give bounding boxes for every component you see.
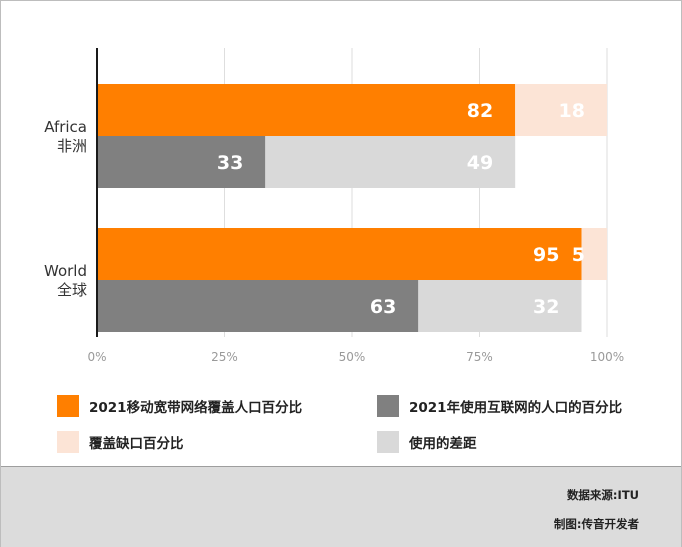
legend-item-internet-use: 2021年使用互联网的人口的百分比 — [377, 395, 622, 417]
bar-africa-1-0 — [97, 136, 266, 188]
data-label: 63 — [370, 296, 396, 318]
x-tick-label: 75% — [466, 350, 493, 364]
x-tick-label: 100% — [590, 350, 624, 364]
legend-swatch-internet-use — [377, 395, 399, 417]
bar-africa-1-1 — [265, 136, 516, 188]
legend-label-usage-gap: 使用的差距 — [409, 436, 477, 452]
bar-africa-0-1 — [515, 84, 607, 136]
data-label: 82 — [467, 100, 493, 122]
legend-swatch-coverage-gap — [57, 431, 79, 453]
category-label-africa-zh: 非洲 — [57, 137, 87, 155]
bar-world-0-1 — [581, 228, 607, 280]
bar-world-1-0 — [97, 280, 419, 332]
legend-item-coverage-gap: 覆盖缺口百分比 — [57, 431, 184, 453]
data-label: 49 — [467, 152, 493, 174]
legend-item-coverage: 2021移动宽带网络覆盖人口百分比 — [57, 395, 302, 417]
x-tick-label: 25% — [211, 350, 238, 364]
legend-label-coverage-gap: 覆盖缺口百分比 — [89, 436, 184, 452]
data-label: 5 — [572, 244, 585, 266]
data-source: 数据来源:ITU — [566, 488, 639, 502]
data-label: 95 — [533, 244, 559, 266]
legend-label-coverage: 2021移动宽带网络覆盖人口百分比 — [89, 400, 303, 416]
category-label-world: World — [44, 262, 87, 280]
footer: 数据来源:ITU 制图:传音开发者 — [1, 466, 681, 547]
category-label-africa: Africa — [44, 118, 87, 136]
bar-world-1-1 — [418, 280, 582, 332]
x-tick-label: 0% — [87, 350, 106, 364]
data-label: 18 — [559, 100, 585, 122]
legend-swatch-usage-gap — [377, 431, 399, 453]
legend-swatch-coverage — [57, 395, 79, 417]
chart-credit: 制图:传音开发者 — [553, 517, 639, 531]
legend: 2021移动宽带网络覆盖人口百分比 2021年使用互联网的人口的百分比 覆盖缺口… — [57, 395, 667, 457]
bar-africa-0-0 — [97, 84, 516, 136]
data-label: 32 — [533, 296, 559, 318]
bar-world-0-0 — [97, 228, 582, 280]
legend-label-internet-use: 2021年使用互联网的人口的百分比 — [409, 400, 623, 416]
x-tick-label: 50% — [339, 350, 366, 364]
category-label-world-zh: 全球 — [57, 281, 87, 299]
legend-item-usage-gap: 使用的差距 — [377, 431, 477, 453]
data-label: 33 — [217, 152, 243, 174]
